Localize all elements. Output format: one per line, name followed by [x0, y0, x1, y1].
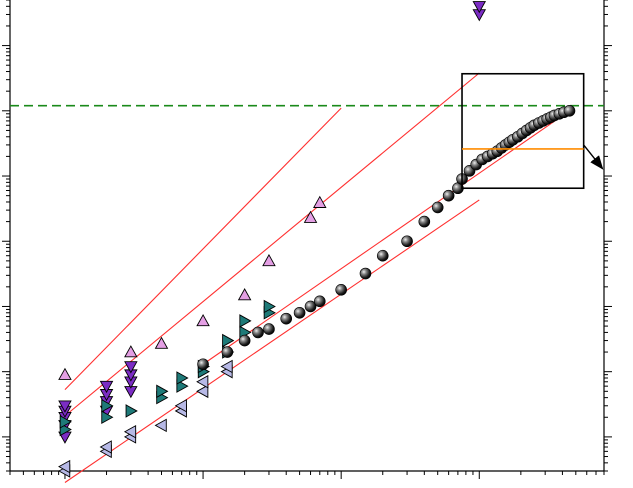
- triangle-right-point: [101, 399, 114, 413]
- sphere-point: [263, 323, 275, 335]
- axis-ticks: [2, 0, 612, 479]
- annotations: [461, 72, 604, 190]
- fit-line: [64, 199, 480, 483]
- sphere-point: [418, 215, 431, 228]
- triangle-right-point: [156, 384, 169, 399]
- fit-line: [64, 72, 480, 417]
- sphere-point: [401, 235, 413, 248]
- triangle-right-point: [101, 410, 114, 425]
- triangle-up-point: [124, 345, 138, 358]
- sphere-point: [335, 284, 347, 296]
- callout-arrow: [583, 144, 604, 170]
- triangle-right-point: [239, 314, 252, 328]
- triangle-left-point: [154, 418, 167, 433]
- sphere-point: [563, 105, 576, 117]
- triangle-up-point: [58, 367, 72, 380]
- plot-area: [2, 0, 612, 483]
- sphere-point: [431, 201, 444, 214]
- triangle-left-point: [220, 359, 233, 374]
- triangle-up-point: [237, 288, 252, 301]
- triangle-up-point: [196, 314, 210, 327]
- triangle-up-point: [154, 336, 169, 349]
- triangle-left-point: [123, 424, 137, 439]
- sphere-point: [293, 306, 306, 319]
- triangle-left-point: [58, 459, 71, 474]
- sphere-point: [197, 358, 209, 371]
- triangle-down-point: [472, 1, 487, 14]
- triangle-left-point: [174, 399, 187, 413]
- triangle-left-point: [196, 384, 209, 399]
- sphere-point: [376, 249, 389, 262]
- data-points: [58, 1, 576, 478]
- fit-line: [64, 107, 342, 391]
- triangle-up-point: [313, 195, 327, 208]
- triangle-down-point: [58, 400, 72, 413]
- fit-line: [202, 110, 570, 365]
- sphere-point: [313, 295, 326, 308]
- triangle-right-point: [263, 299, 276, 314]
- triangle-left-point: [196, 375, 209, 389]
- sphere-point: [221, 346, 234, 358]
- triangle-right-point: [125, 404, 138, 418]
- triangle-right-point: [222, 333, 235, 348]
- triangle-right-point: [176, 379, 189, 393]
- triangle-up-point: [303, 210, 318, 223]
- inset-box: [461, 72, 585, 190]
- triangle-right-point: [176, 371, 189, 385]
- sphere-point: [280, 312, 293, 325]
- triangle-right-point: [59, 415, 72, 429]
- sphere-point: [252, 326, 264, 339]
- triangle-up-point: [262, 253, 276, 267]
- sphere-point: [238, 334, 251, 347]
- sphere-point: [442, 189, 455, 202]
- triangle-left-point: [99, 440, 112, 454]
- sphere-point: [359, 267, 372, 280]
- triangle-down-point: [99, 380, 114, 394]
- fit-lines: [64, 72, 570, 483]
- sphere-point: [304, 300, 317, 313]
- triangle-down-point: [124, 361, 138, 374]
